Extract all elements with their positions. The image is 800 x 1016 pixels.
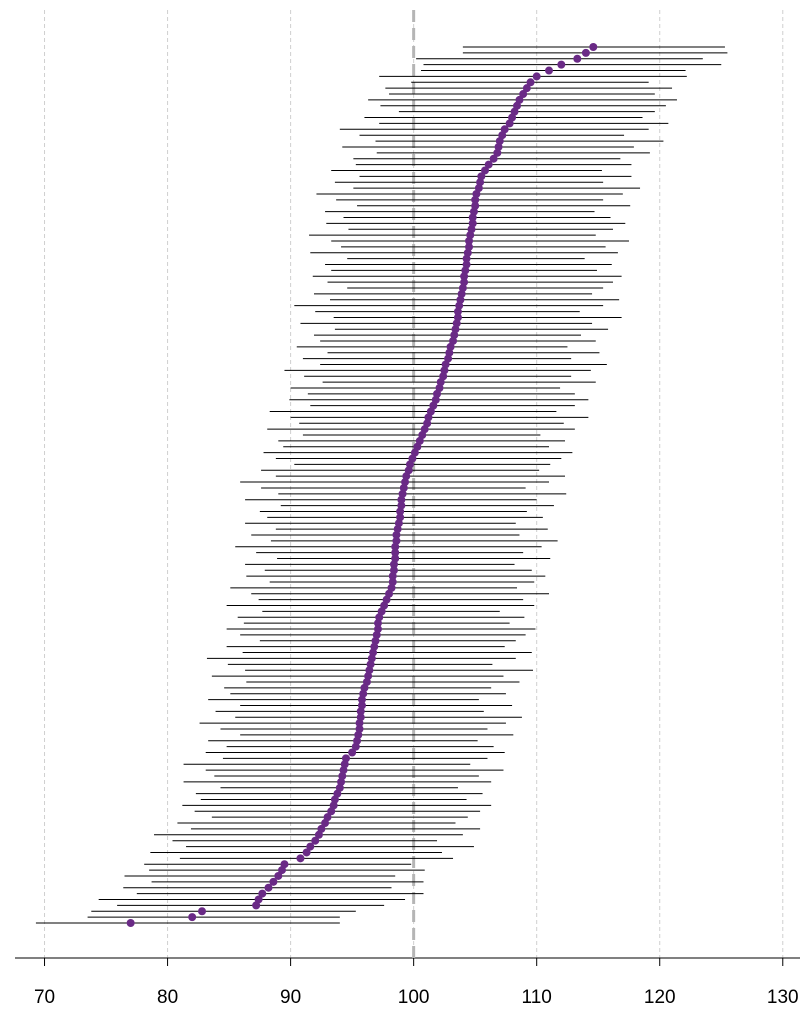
- estimate-point: [519, 90, 528, 99]
- estimate-point: [544, 66, 553, 75]
- estimate-point: [581, 48, 590, 57]
- estimate-point: [317, 824, 326, 833]
- x-tick-label: 110: [522, 987, 552, 1008]
- estimate-point: [462, 260, 471, 269]
- x-tick-label: 80: [157, 987, 178, 1008]
- estimate-point: [522, 84, 531, 93]
- estimate-point: [356, 713, 365, 722]
- estimate-point: [468, 219, 477, 228]
- estimate-point: [274, 871, 283, 880]
- estimate-point: [198, 907, 207, 916]
- estimate-point: [323, 813, 332, 822]
- estimate-point: [397, 501, 406, 510]
- estimate-point: [188, 913, 197, 922]
- estimate-point: [269, 877, 278, 886]
- estimate-point: [460, 278, 469, 287]
- estimate-point: [355, 724, 364, 733]
- estimate-point: [500, 125, 509, 134]
- estimate-point: [306, 842, 315, 851]
- estimate-point: [391, 548, 400, 557]
- estimate-point: [532, 72, 541, 81]
- estimate-point: [264, 883, 273, 892]
- estimate-point: [126, 919, 135, 927]
- estimate-point: [296, 854, 305, 863]
- x-tick-label: 90: [280, 987, 301, 1008]
- estimate-point: [489, 154, 498, 163]
- x-tick-label: 70: [34, 987, 55, 1008]
- estimate-point: [453, 313, 462, 322]
- estimate-point: [357, 701, 366, 710]
- estimate-point: [526, 78, 535, 87]
- estimate-point: [573, 54, 582, 63]
- estimate-point: [388, 578, 397, 587]
- estimate-point: [465, 242, 474, 251]
- estimate-point: [481, 166, 490, 175]
- estimate-point: [348, 748, 357, 757]
- x-tick-label: 130: [767, 987, 799, 1008]
- x-tick-label: 100: [398, 987, 430, 1008]
- estimate-point: [477, 172, 486, 181]
- estimate-point: [389, 566, 398, 575]
- estimate-point: [254, 895, 263, 904]
- x-tick-label: 120: [644, 987, 676, 1008]
- estimate-point: [302, 848, 311, 857]
- estimate-point: [396, 513, 405, 522]
- estimate-point: [484, 160, 493, 169]
- estimate-point: [258, 889, 267, 898]
- estimate-point: [515, 95, 524, 104]
- estimate-point: [311, 836, 320, 845]
- estimate-point: [391, 554, 400, 563]
- estimate-point: [392, 536, 401, 545]
- estimate-point: [557, 60, 566, 69]
- estimate-point: [373, 625, 382, 634]
- estimate-point: [589, 43, 598, 51]
- estimate-point: [471, 201, 480, 210]
- estimate-point: [341, 754, 350, 763]
- estimate-point: [280, 860, 289, 869]
